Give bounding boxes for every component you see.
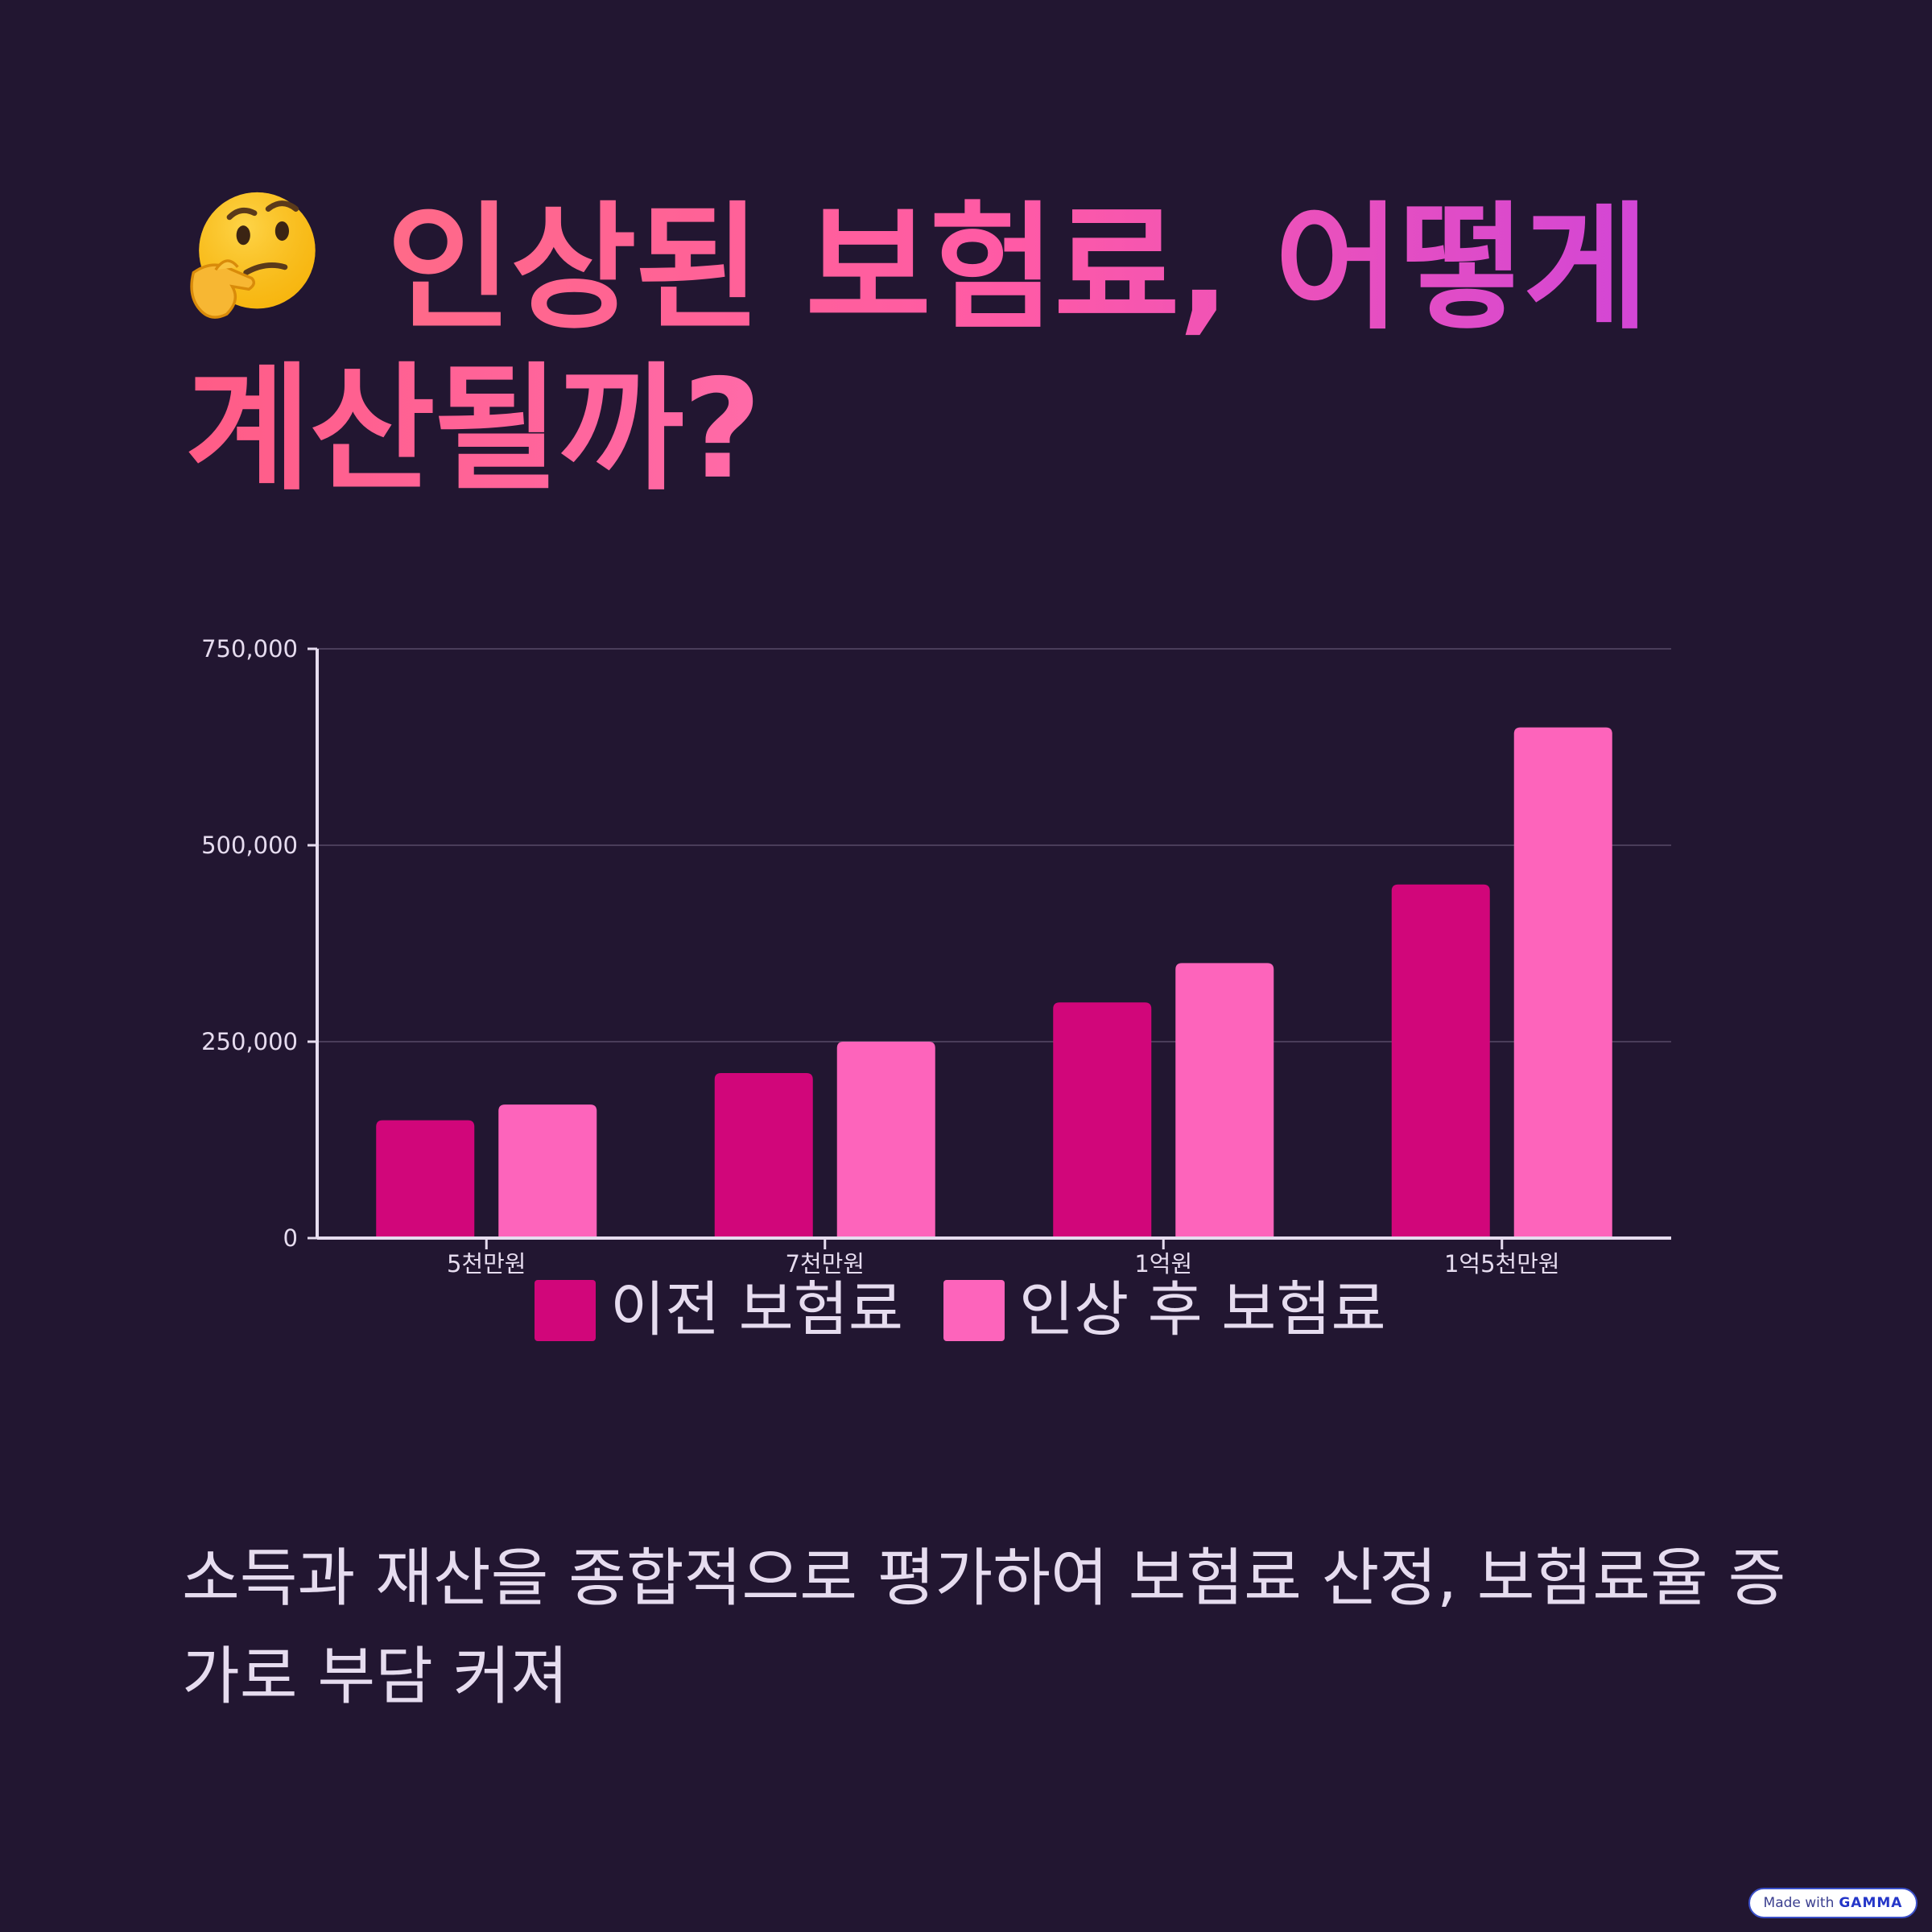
- bar-after: [1175, 963, 1274, 1238]
- axis-labels: 0 250,000 500,000 750,000 5천만원 7천만원 1억원 1억5천만원: [201, 635, 1560, 1278]
- y-tick-label: 750,000: [201, 635, 298, 663]
- bar-before: [1391, 884, 1490, 1238]
- x-tick-label: 1억원: [1134, 1250, 1192, 1278]
- x-tick-label: 1억5천만원: [1444, 1250, 1560, 1278]
- bar-after: [836, 1042, 935, 1238]
- badge-brand: GAMMA: [1839, 1895, 1903, 1911]
- page-title: 인상된 보험료, 어떻게 계산될까?: [185, 187, 1795, 510]
- axes: [308, 647, 1671, 1249]
- y-tick-label: 500,000: [201, 832, 298, 859]
- x-tick-label: 5천만원: [447, 1250, 526, 1278]
- bar-before: [1053, 1002, 1152, 1238]
- bar-after: [1513, 727, 1612, 1238]
- bar-after: [498, 1104, 597, 1238]
- y-tick-label: 250,000: [201, 1028, 298, 1055]
- bars: [376, 727, 1612, 1238]
- bar-before: [376, 1120, 475, 1238]
- bar-before: [714, 1073, 813, 1238]
- legend: 이전 보험료 인상 후 보험료: [535, 1275, 1386, 1344]
- y-tick-label: 0: [283, 1224, 298, 1252]
- legend-swatch: [535, 1280, 596, 1341]
- legend-swatch: [943, 1280, 1005, 1341]
- thinking-face-icon: [190, 192, 316, 319]
- made-with-gamma-badge[interactable]: Made with GAMMA: [1748, 1888, 1918, 1918]
- legend-label: 인상 후 보험료: [1019, 1275, 1386, 1344]
- x-tick-label: 7천만원: [786, 1250, 865, 1278]
- legend-label: 이전 보험료: [610, 1275, 903, 1344]
- title-line-1: 인상된 보험료, 어떻게: [386, 189, 1649, 349]
- badge-prefix: Made with: [1763, 1895, 1835, 1911]
- title-line-2: 계산될까?: [185, 350, 762, 510]
- summary-text: 소득과 재산을 종합적으로 평가하여 보험료 산정, 보험료율 증가로 부담 커…: [182, 1542, 1786, 1713]
